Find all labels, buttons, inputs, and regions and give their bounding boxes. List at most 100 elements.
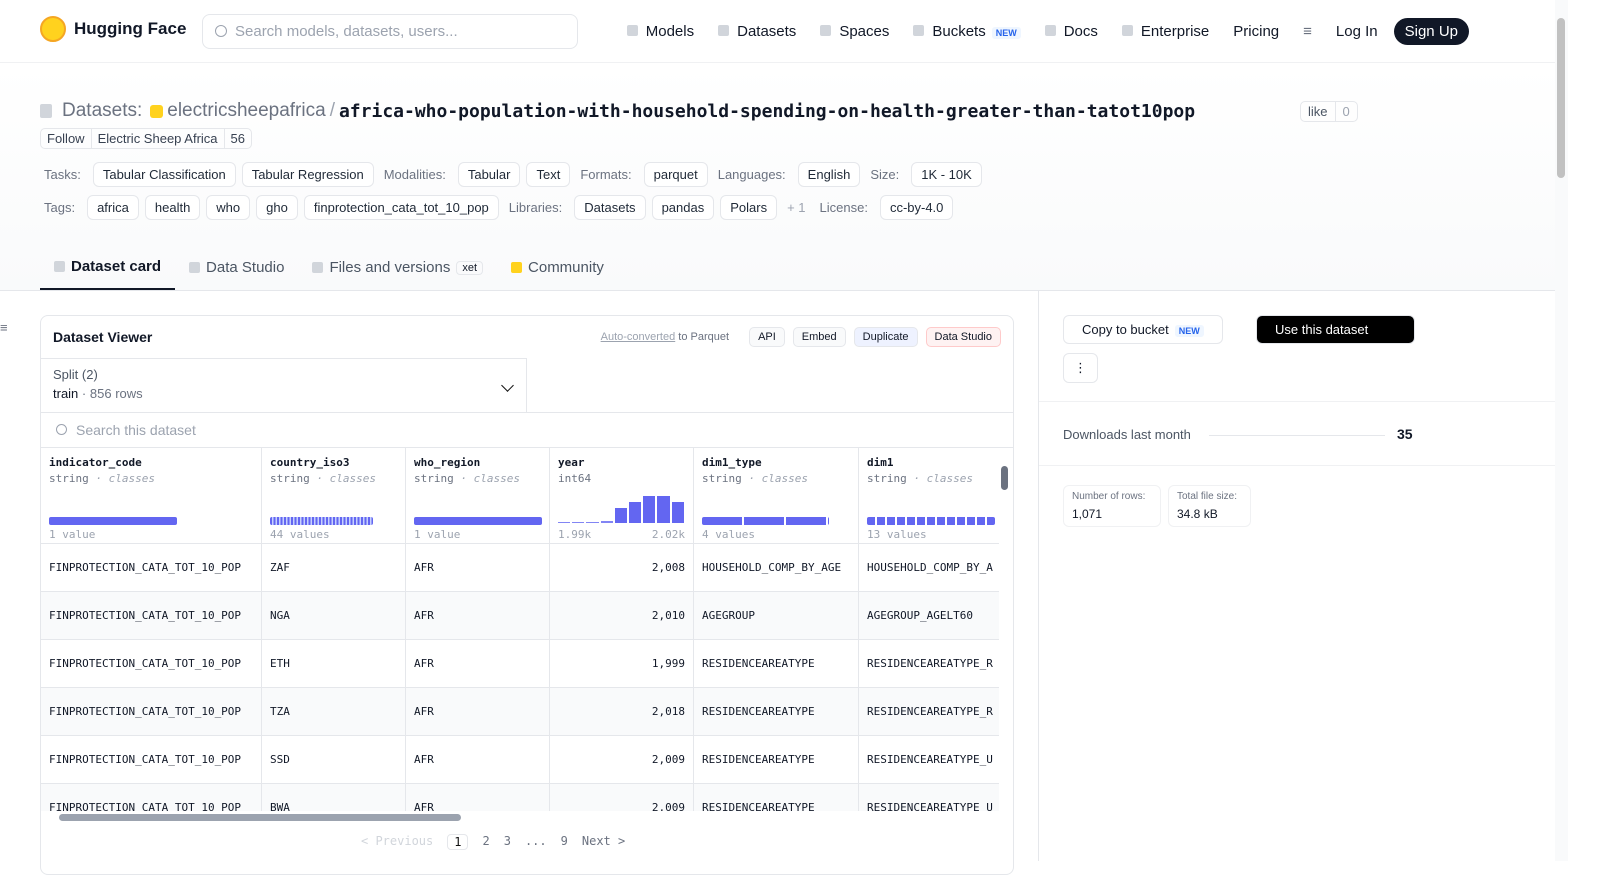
sidebar-toggle[interactable]: ≡	[0, 320, 8, 335]
scroll-thumb[interactable]	[1557, 18, 1565, 178]
login[interactable]: Log In	[1335, 23, 1378, 40]
column-header[interactable]: who_region string · classes 1 value	[406, 448, 549, 544]
nav-menu[interactable]: ≡	[1303, 23, 1312, 40]
tab[interactable]: Community	[497, 248, 618, 290]
table-cell[interactable]: AFR	[406, 688, 549, 736]
viewer-button[interactable]: Data Studio	[925, 327, 1001, 347]
table-cell[interactable]: NGA	[262, 592, 405, 640]
table-cell[interactable]: HOUSEHOLD_COMP_BY_AGE	[694, 544, 858, 592]
horizontal-scrollbar[interactable]	[59, 814, 461, 821]
tag-chip[interactable]: cc-by-4.0	[879, 195, 954, 220]
tag-chip[interactable]: English	[797, 162, 861, 187]
page-link[interactable]: 3	[503, 834, 511, 848]
table-cell[interactable]: ZAF	[262, 544, 405, 592]
more-menu[interactable]: ⋮	[1063, 353, 1098, 383]
table-cell[interactable]: 2,009	[550, 736, 693, 784]
viewer-button[interactable]: Duplicate	[853, 327, 918, 347]
tag-chip[interactable]: finprotection_cata_tot_10_pop	[303, 195, 499, 220]
auto-converted-link[interactable]: Auto-converted	[600, 331, 676, 343]
vertical-scrollbar[interactable]	[1001, 466, 1008, 490]
tab[interactable]: Files and versions xet	[298, 248, 497, 290]
tag-chip[interactable]: pandas	[651, 195, 715, 220]
tag-chip[interactable]: who	[206, 195, 251, 220]
tag-chip[interactable]: parquet	[643, 162, 708, 187]
table-cell[interactable]: RESIDENCEAREATYPE_R	[859, 640, 999, 688]
viewer-button[interactable]: API	[749, 327, 785, 347]
copy-to-bucket[interactable]: Copy to bucket NEW	[1063, 315, 1223, 344]
table-cell[interactable]: AFR	[406, 640, 549, 688]
table-cell[interactable]: RESIDENCEAREATYPE	[694, 688, 858, 736]
column-header[interactable]: indicator_code string · classes 1 value	[41, 448, 261, 544]
table-cell[interactable]: RESIDENCEAREATYPE_R	[859, 688, 999, 736]
tag-chip[interactable]: Tabular	[457, 162, 521, 187]
logo[interactable]: Hugging Face	[40, 16, 186, 42]
table-cell[interactable]: AGEGROUP_AGELT60	[859, 592, 999, 640]
like-button[interactable]: like 0	[1300, 101, 1358, 122]
table-cell[interactable]: SSD	[262, 736, 405, 784]
tag-chip[interactable]: africa	[87, 195, 139, 220]
table-cell[interactable]: AFR	[406, 544, 549, 592]
table-cell[interactable]: 2,008	[550, 544, 693, 592]
table-cell[interactable]: AFR	[406, 784, 549, 811]
dataset-name[interactable]: africa-who-population-with-household-spe…	[338, 100, 1196, 122]
table-cell[interactable]: 2,010	[550, 592, 693, 640]
table-cell[interactable]: AFR	[406, 736, 549, 784]
nav-link[interactable]: Docs	[1044, 23, 1098, 40]
page-link[interactable]: 1	[447, 834, 469, 850]
previous[interactable]: < Previous	[361, 834, 434, 848]
owner[interactable]: electricsheepafrica	[167, 100, 326, 121]
table-cell[interactable]: HOUSEHOLD_COMP_BY_A	[859, 544, 999, 592]
table-cell[interactable]: AFR	[406, 592, 549, 640]
table-cell[interactable]: FINPROTECTION_CATA_TOT_10_POP	[41, 592, 261, 640]
tag-chip[interactable]: health	[144, 195, 201, 220]
nav-link[interactable]: Pricing	[1233, 23, 1279, 40]
page-link[interactable]: 2	[482, 834, 490, 848]
table-cell[interactable]: RESIDENCEAREATYPE_U	[859, 736, 999, 784]
column-header[interactable]: year int64 1.99k 2.02k	[550, 448, 693, 544]
use-dataset[interactable]: Use this dataset	[1256, 315, 1415, 344]
nav-link[interactable]: Models	[626, 23, 694, 40]
nav-link[interactable]: Buckets NEW	[913, 23, 1021, 40]
page-link[interactable]: ...	[524, 834, 547, 848]
tag-chip[interactable]: Tabular Regression	[241, 162, 374, 187]
table-cell[interactable]: RESIDENCEAREATYPE	[694, 736, 858, 784]
page-link[interactable]: 9	[560, 834, 568, 848]
table-cell[interactable]: FINPROTECTION_CATA_TOT_10_POP	[41, 736, 261, 784]
page-scrollbar[interactable]	[1555, 0, 1568, 861]
tag-chip[interactable]: Datasets	[574, 195, 646, 220]
tab[interactable]: Dataset card	[40, 248, 176, 290]
nav-search[interactable]: Search models, datasets, users...	[202, 14, 578, 49]
next[interactable]: Next >	[581, 834, 626, 848]
tag-chip[interactable]: Text	[526, 162, 571, 187]
table-cell[interactable]: FINPROTECTION_CATA_TOT_10_POP	[41, 544, 261, 592]
split-select[interactable]: Split (2) train · 856 rows	[41, 358, 527, 412]
nav-link[interactable]: Datasets	[718, 23, 796, 40]
column-header[interactable]: country_iso3 string · classes 44 values	[262, 448, 405, 544]
table-cell[interactable]: 2,018	[550, 688, 693, 736]
table-cell[interactable]: ETH	[262, 640, 405, 688]
tag-chip[interactable]: gho	[256, 195, 298, 220]
table-cell[interactable]: AGEGROUP	[694, 592, 858, 640]
nav-link[interactable]: Enterprise	[1121, 23, 1209, 40]
table-cell[interactable]: BWA	[262, 784, 405, 811]
table-cell[interactable]: RESIDENCEAREATYPE	[694, 640, 858, 688]
table-cell[interactable]: 2,009	[550, 784, 693, 811]
table-cell[interactable]: 1,999	[550, 640, 693, 688]
viewer-button[interactable]: Embed	[792, 327, 846, 347]
tag-chip[interactable]: 1K - 10K	[911, 162, 982, 187]
nav-link[interactable]: Spaces	[820, 23, 889, 40]
table-cell[interactable]: RESIDENCEAREATYPE_U	[859, 784, 999, 811]
table-cell[interactable]: FINPROTECTION_CATA_TOT_10_POP	[41, 640, 261, 688]
column-header[interactable]: dim1 string · classes 13 values	[859, 448, 999, 544]
viewer-search[interactable]: Search this dataset	[41, 412, 1013, 448]
tag-chip[interactable]: Tabular Classification	[92, 162, 236, 187]
follow-button[interactable]: Follow Electric Sheep Africa 56	[40, 128, 252, 149]
table-cell[interactable]: FINPROTECTION_CATA_TOT_10_POP	[41, 688, 261, 736]
column-header[interactable]: dim1_type string · classes 4 values	[694, 448, 858, 544]
signup[interactable]: Sign Up	[1393, 18, 1469, 45]
tag-chip[interactable]: Polars	[720, 195, 778, 220]
table-cell[interactable]: RESIDENCEAREATYPE	[694, 784, 858, 811]
tag-more[interactable]: + 1	[787, 200, 806, 215]
tab[interactable]: Data Studio	[175, 248, 298, 290]
table-cell[interactable]: FINPROTECTION_CATA_TOT_10_POP	[41, 784, 261, 811]
